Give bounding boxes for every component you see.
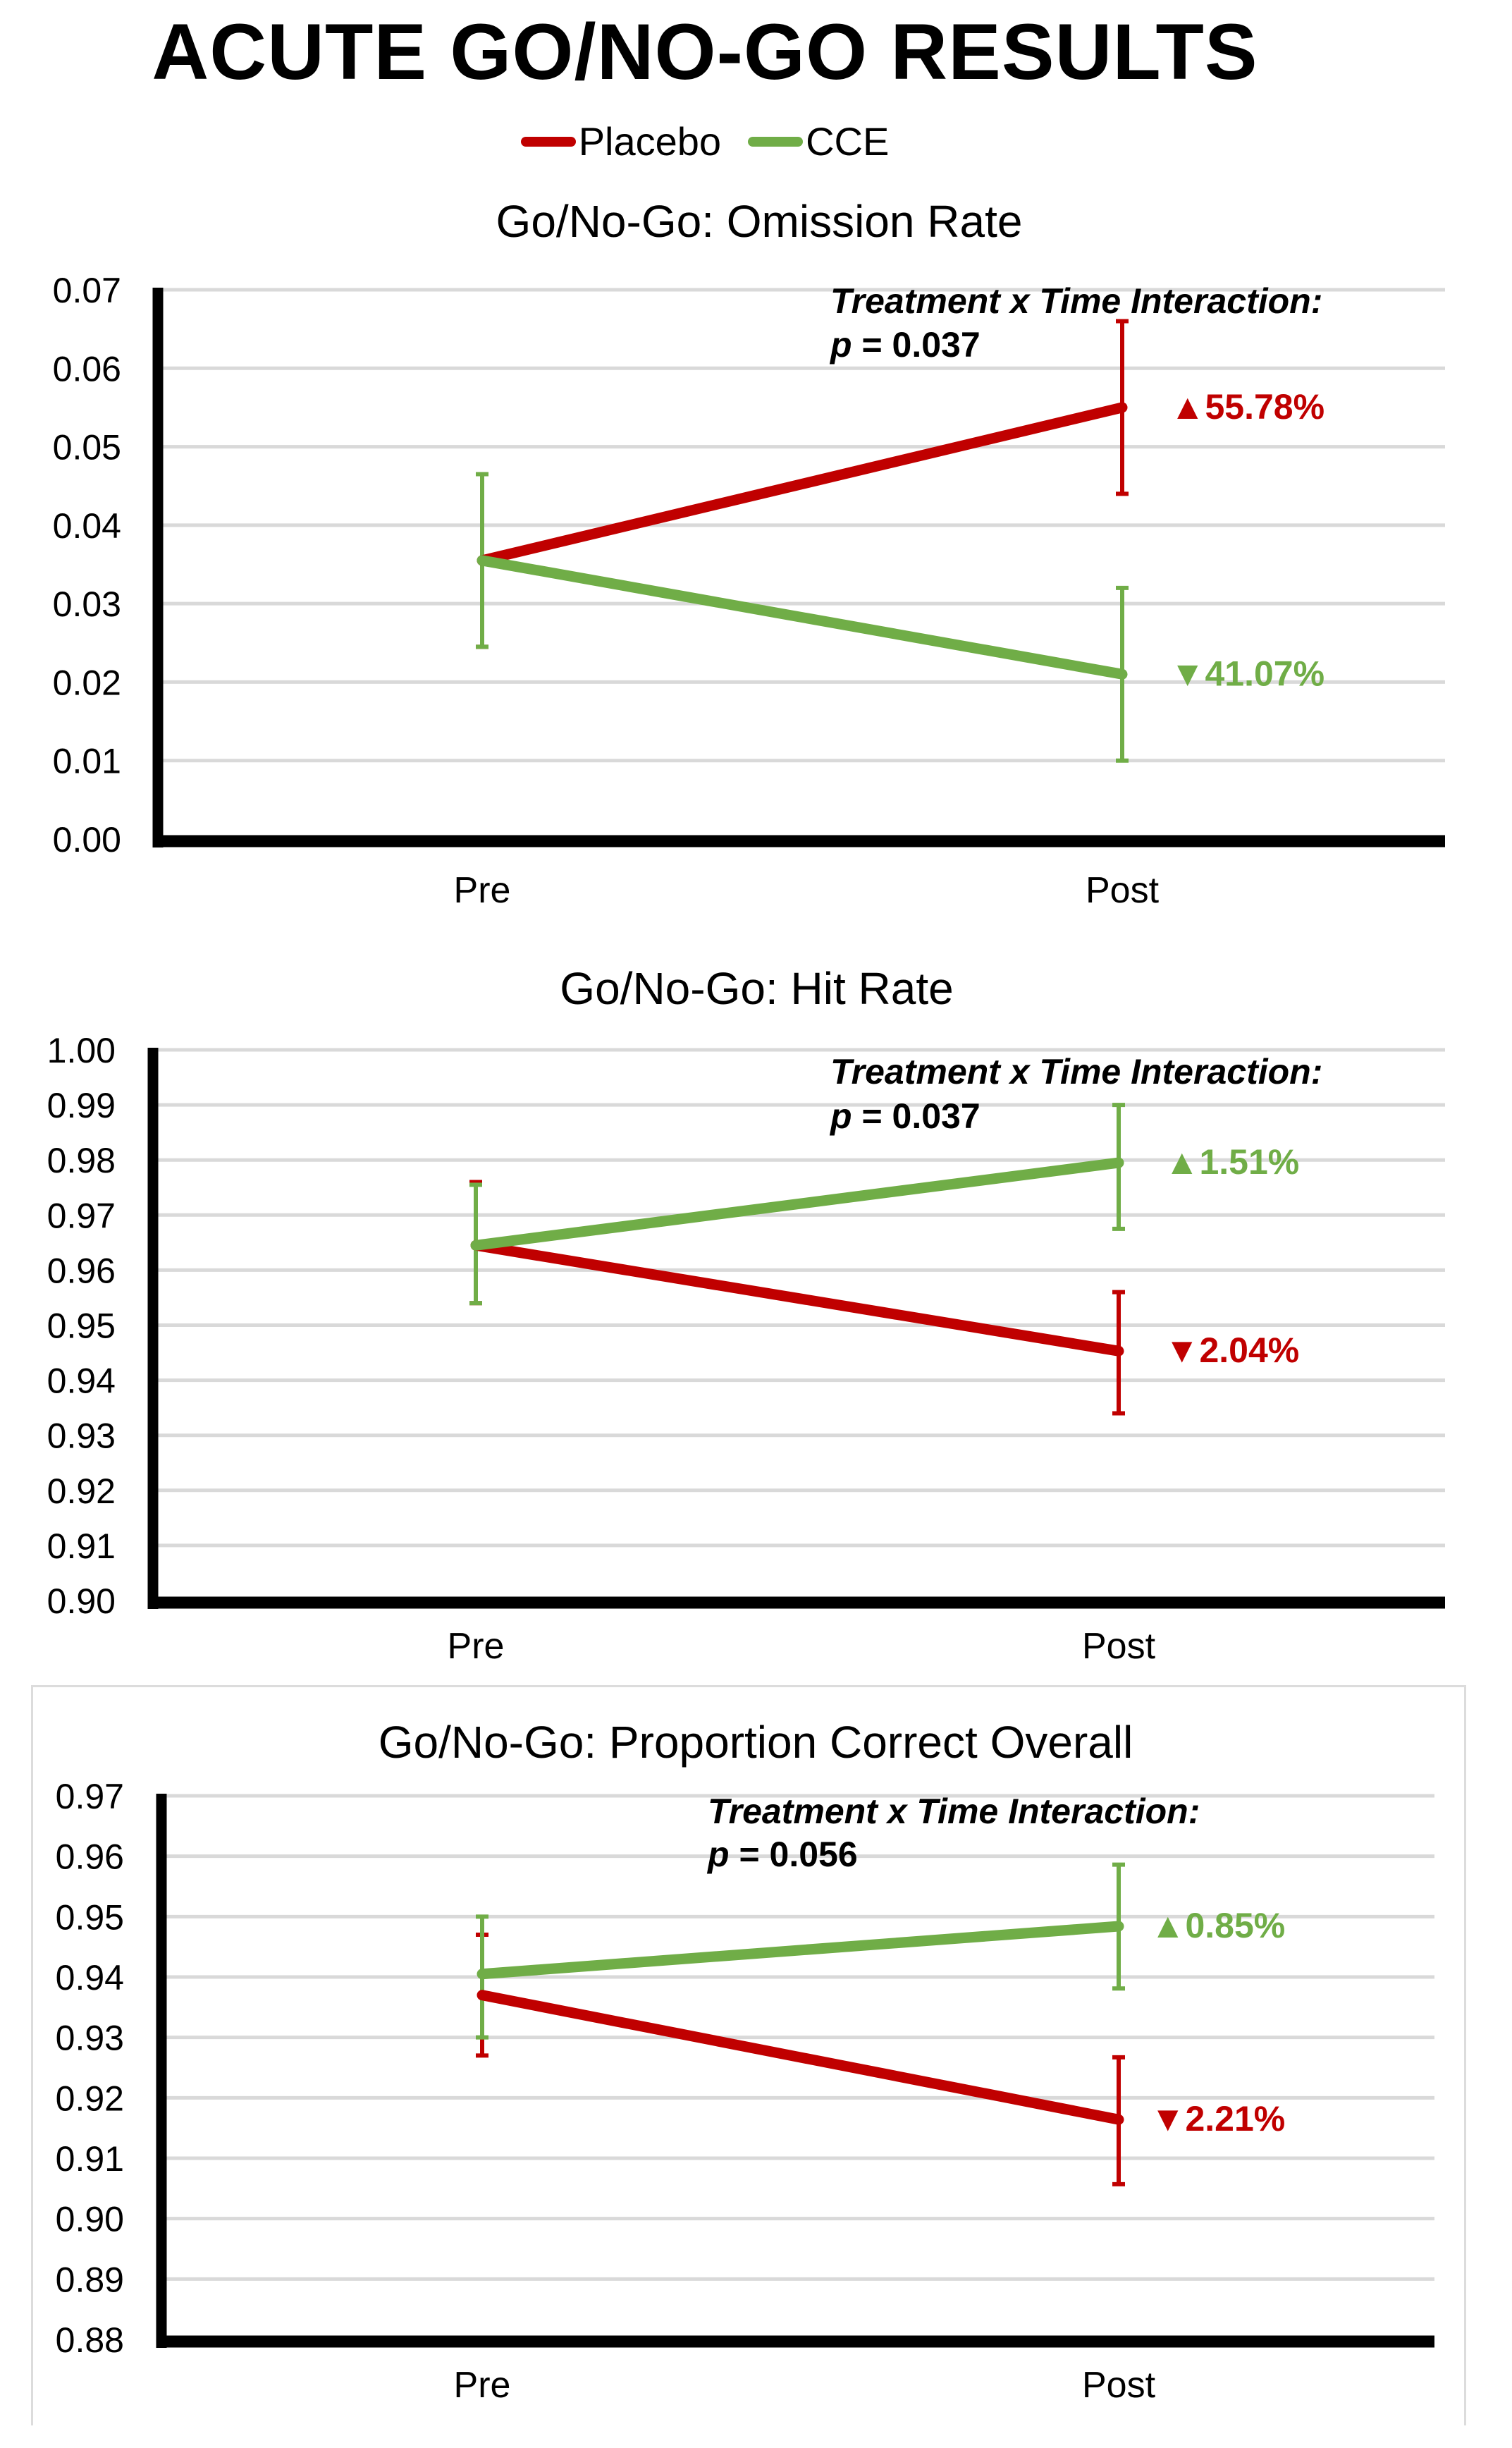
y-tick-label: 1.00 [47, 1031, 116, 1070]
page-title: ACUTE GO/NO-GO RESULTS [152, 8, 1258, 96]
x-tick-label-pre: Pre [448, 1626, 505, 1667]
y-tick-label: 0.94 [56, 1958, 124, 1997]
y-tick-label: 0.92 [56, 2079, 124, 2118]
y-tick-label: 0.06 [53, 349, 121, 388]
line-placebo [470, 1240, 1124, 1357]
x-tick-label-pre: Pre [454, 870, 511, 911]
interaction-annotation: Treatment x Time Interaction: [830, 281, 1322, 321]
y-tick-label: 0.91 [47, 1526, 116, 1566]
change-label-cce: ▲0.85% [1150, 1906, 1285, 1945]
y-tick-label: 0.97 [56, 1777, 124, 1816]
chart-title: Go/No-Go: Proportion Correct Overall [379, 1717, 1133, 1768]
chart-title: Go/No-Go: Omission Rate [496, 196, 1023, 247]
y-tick-label: 0.98 [47, 1141, 116, 1180]
x-tick-label-post: Post [1082, 1626, 1156, 1667]
y-tick-label: 0.91 [56, 2139, 124, 2179]
y-tick-label: 0.03 [53, 585, 121, 624]
y-tick-label: 0.01 [53, 742, 121, 781]
change-label-cce: ▲1.51% [1164, 1142, 1299, 1182]
y-tick-label: 0.89 [56, 2260, 124, 2299]
y-tick-label: 0.04 [53, 506, 121, 546]
y-tick-label: 0.94 [47, 1361, 116, 1401]
y-tick-label: 0.99 [47, 1086, 116, 1125]
interaction-annotation: Treatment x Time Interaction: [830, 1052, 1322, 1091]
y-tick-label: 0.90 [47, 1581, 116, 1621]
chart-title: Go/No-Go: Hit Rate [560, 963, 953, 1014]
y-tick-label: 0.96 [47, 1251, 116, 1290]
p-value: p = 0.037 [829, 325, 981, 365]
chart-proportion-correct-frame [31, 1685, 1466, 2425]
change-label-placebo: ▼2.21% [1150, 2099, 1285, 2138]
y-tick-label: 0.90 [56, 2200, 124, 2239]
y-tick-label: 0.93 [56, 2019, 124, 2058]
y-tick-label: 0.00 [53, 820, 121, 859]
line-cce [477, 1921, 1124, 1980]
y-tick-label: 0.88 [56, 2320, 124, 2360]
y-tick-label: 0.95 [56, 1897, 124, 1937]
y-tick-label: 0.95 [47, 1306, 116, 1346]
legend: Placebo CCE [0, 118, 1410, 164]
line-placebo [477, 1990, 1124, 2125]
placebo-swatch-icon [520, 136, 576, 147]
legend-item-placebo: Placebo [520, 118, 722, 164]
x-tick-label-pre: Pre [454, 2365, 511, 2406]
chart-proportion-correct: Go/No-Go: Proportion Correct Overall 0.88… [56, 1717, 1434, 2406]
legend-item-cce: CCE [748, 118, 889, 164]
p-value: p = 0.056 [706, 1835, 858, 1874]
legend-label-cce: CCE [806, 119, 890, 164]
chart-omission-rate: Go/No-Go: Omission Rate 0.00 0.01 0.02 0.03 0… [53, 196, 1445, 911]
line-cce [477, 555, 1128, 680]
chart-hit-rate: Go/No-Go: Hit Rate 0.90 0.91 0.92 0.93 0.94 0.… [47, 963, 1445, 1667]
legend-label-placebo: Placebo [578, 119, 722, 164]
interaction-annotation: Treatment x Time Interaction: [708, 1792, 1200, 1831]
y-tick-label: 0.93 [47, 1416, 116, 1456]
change-label-cce: ▼41.07% [1170, 654, 1324, 693]
y-tick-label: 0.92 [47, 1471, 116, 1511]
y-tick-label: 0.07 [53, 271, 121, 310]
line-placebo [477, 402, 1128, 566]
x-tick-label-post: Post [1082, 2365, 1156, 2406]
y-tick-label: 0.97 [47, 1196, 116, 1235]
change-label-placebo: ▼2.04% [1164, 1330, 1299, 1370]
y-tick-label: 0.05 [53, 428, 121, 467]
line-cce [470, 1157, 1124, 1251]
y-tick-label: 0.96 [56, 1837, 124, 1877]
change-label-placebo: ▲55.78% [1170, 387, 1324, 427]
y-tick-label: 0.02 [53, 663, 121, 702]
cce-swatch-icon [748, 136, 804, 147]
x-tick-label-post: Post [1086, 870, 1160, 911]
p-value: p = 0.037 [829, 1096, 981, 1136]
